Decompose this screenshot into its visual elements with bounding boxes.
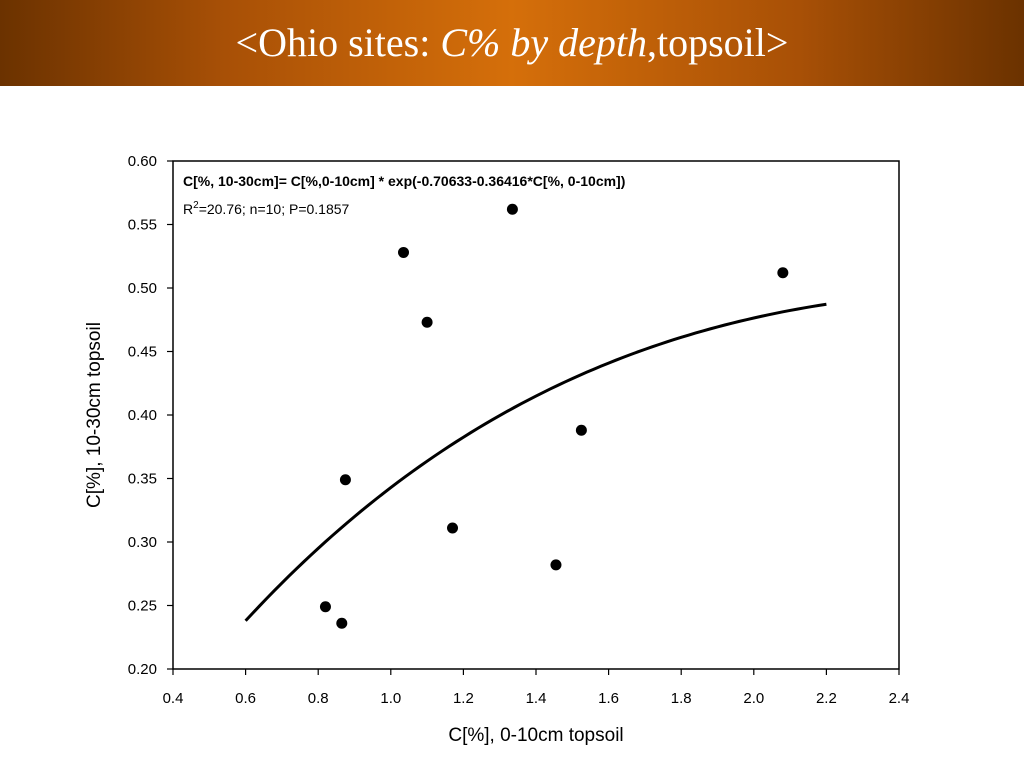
fit-equation: C[%, 10-30cm]= C[%,0-10cm] * exp(-0.7063…: [183, 173, 625, 189]
data-point: [339, 474, 351, 486]
data-point: [421, 316, 433, 328]
data-point: [550, 559, 562, 571]
data-point: [336, 617, 348, 629]
plot-area: [172, 160, 900, 670]
y-tick-label: 0.30: [128, 534, 157, 551]
x-tick-label: 2.4: [889, 690, 910, 707]
data-point: [575, 424, 587, 436]
fit-stats: R2=20.76; n=10; P=0.1857: [183, 200, 350, 217]
x-axis-label: C[%], 0-10cm topsoil: [448, 725, 623, 746]
title-bar: <Ohio sites: C% by depth,topsoil>: [0, 0, 1024, 86]
data-point: [506, 203, 518, 215]
title-suffix: ,topsoil>: [646, 20, 789, 65]
x-tick-label: 0.4: [163, 690, 184, 707]
y-tick-label: 0.50: [128, 280, 157, 297]
fit-curve: [244, 302, 827, 622]
data-point: [319, 601, 331, 613]
data-point: [777, 267, 789, 279]
x-axis: 0.4 0.6 0.8 1.0 1.2 1.4 1.6 1.8 2.0 2.2 2.4: [163, 669, 910, 707]
x-tick-label: 2.0: [743, 690, 764, 707]
y-axis-label: C[%], 10-30cm topsoil: [84, 322, 105, 508]
stats-superscript: 2: [193, 200, 199, 211]
x-tick-label: 1.0: [380, 690, 401, 707]
x-tick-label: 0.8: [308, 690, 329, 707]
y-tick-label: 0.20: [128, 661, 157, 678]
title-italic: C% by depth: [440, 20, 647, 65]
y-tick-label: 0.55: [128, 217, 157, 234]
x-tick-label: 1.8: [671, 690, 692, 707]
y-tick-label: 0.25: [128, 598, 157, 615]
x-tick-label: 0.6: [235, 690, 256, 707]
data-point: [447, 522, 459, 534]
title-prefix: <Ohio sites:: [235, 20, 441, 65]
stats-r: R: [183, 201, 193, 217]
y-tick-label: 0.40: [128, 407, 157, 424]
y-tick-label: 0.45: [128, 344, 157, 361]
x-tick-label: 1.4: [526, 690, 547, 707]
x-tick-label: 1.2: [453, 690, 474, 707]
data-point: [398, 246, 410, 258]
data-points: [319, 203, 789, 629]
y-tick-label: 0.60: [128, 153, 157, 170]
x-tick-label: 1.6: [598, 690, 619, 707]
stats-values: =20.76; n=10; P=0.1857: [199, 201, 350, 217]
y-axis: 0.20 0.25 0.30 0.35 0.40 0.45 0.50 0.55 0.60: [128, 153, 173, 678]
x-tick-label: 2.2: [816, 690, 837, 707]
y-tick-label: 0.35: [128, 471, 157, 488]
slide-title: <Ohio sites: C% by depth,topsoil>: [236, 23, 789, 63]
